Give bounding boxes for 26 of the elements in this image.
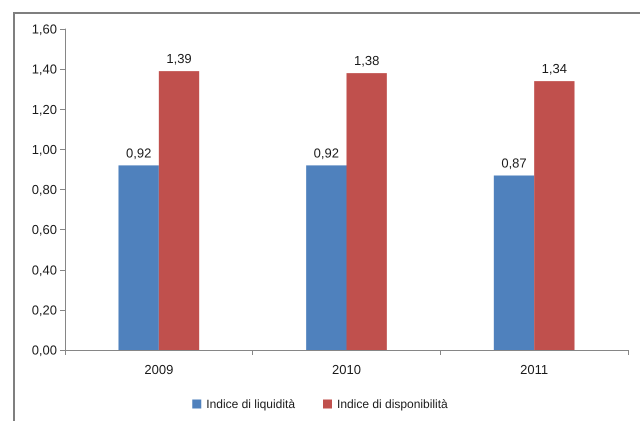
data-label: 1,34 (542, 61, 567, 76)
data-label: 0,92 (126, 145, 152, 160)
bar (158, 71, 200, 350)
bar (346, 73, 387, 350)
bar (306, 165, 346, 350)
data-label: 0,87 (501, 155, 527, 170)
legend-label: Indice di disponibilità (336, 397, 448, 411)
y-tick-label: 0,80 (32, 182, 57, 197)
x-tick-label: 2010 (332, 362, 361, 377)
bar (494, 175, 534, 350)
y-tick-label: 1,40 (32, 62, 57, 77)
bar (534, 81, 575, 350)
y-tick-label: 1,00 (32, 142, 57, 157)
bar (118, 165, 159, 350)
y-tick-label: 1,60 (32, 22, 57, 36)
data-label: 0,92 (314, 145, 339, 160)
x-tick-label: 2009 (144, 362, 174, 377)
y-tick-label: 0,00 (32, 342, 57, 358)
data-label: 1,38 (354, 53, 380, 68)
y-tick-label: 0,60 (32, 222, 57, 238)
legend-label: Indice di liquidità (206, 397, 296, 411)
y-tick-label: 0,40 (32, 262, 57, 278)
x-tick-label: 2011 (520, 362, 548, 377)
data-label: 1,39 (166, 51, 192, 66)
y-tick-label: 1,20 (32, 102, 57, 117)
y-tick-label: 0,20 (32, 302, 57, 318)
